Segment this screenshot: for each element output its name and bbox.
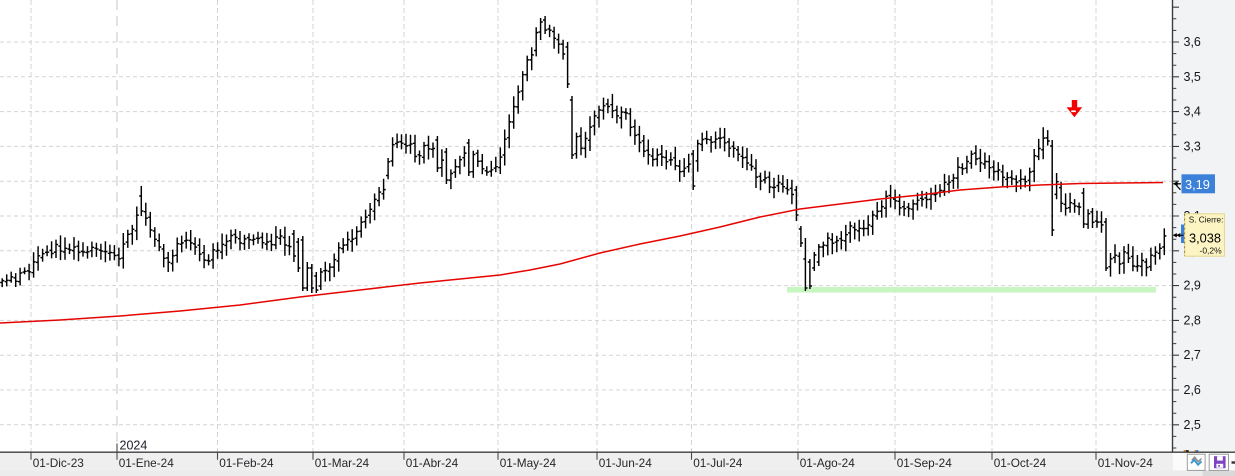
svg-text:3,19: 3,19 [1185,177,1210,192]
svg-text:2,8: 2,8 [1184,313,1201,327]
svg-text:01-Jun-24: 01-Jun-24 [599,456,653,470]
svg-text:01-Feb-24: 01-Feb-24 [219,456,274,470]
svg-text:2,5: 2,5 [1184,418,1201,432]
svg-text:3,3: 3,3 [1184,139,1201,153]
svg-text:3,6: 3,6 [1184,35,1201,49]
svg-text:01-Jul-24: 01-Jul-24 [693,456,743,470]
svg-text:S. Cierre:: S. Cierre: [1189,216,1224,225]
svg-text:01-Mar-24: 01-Mar-24 [315,456,370,470]
svg-text:3,038: 3,038 [1189,231,1221,246]
svg-text:01-Sep-24: 01-Sep-24 [897,456,953,470]
svg-text:2,7: 2,7 [1184,348,1201,362]
svg-text:01-May-24: 01-May-24 [500,456,557,470]
svg-text:01-Oct-24: 01-Oct-24 [994,456,1047,470]
svg-text:3,5: 3,5 [1184,70,1201,84]
svg-text:01-Abr-24: 01-Abr-24 [406,456,459,470]
svg-text:3,4: 3,4 [1184,105,1201,119]
svg-text:01-Ene-24: 01-Ene-24 [119,456,175,470]
svg-text:2024: 2024 [120,439,148,453]
svg-text:2,6: 2,6 [1184,383,1201,397]
svg-text:01-Ago-24: 01-Ago-24 [800,456,856,470]
svg-text:2,9: 2,9 [1184,279,1201,293]
svg-text:-0,2%: -0,2% [1200,246,1223,256]
svg-text:01-Nov-24: 01-Nov-24 [1098,456,1154,470]
svg-text:01-Dic-23: 01-Dic-23 [33,456,85,470]
